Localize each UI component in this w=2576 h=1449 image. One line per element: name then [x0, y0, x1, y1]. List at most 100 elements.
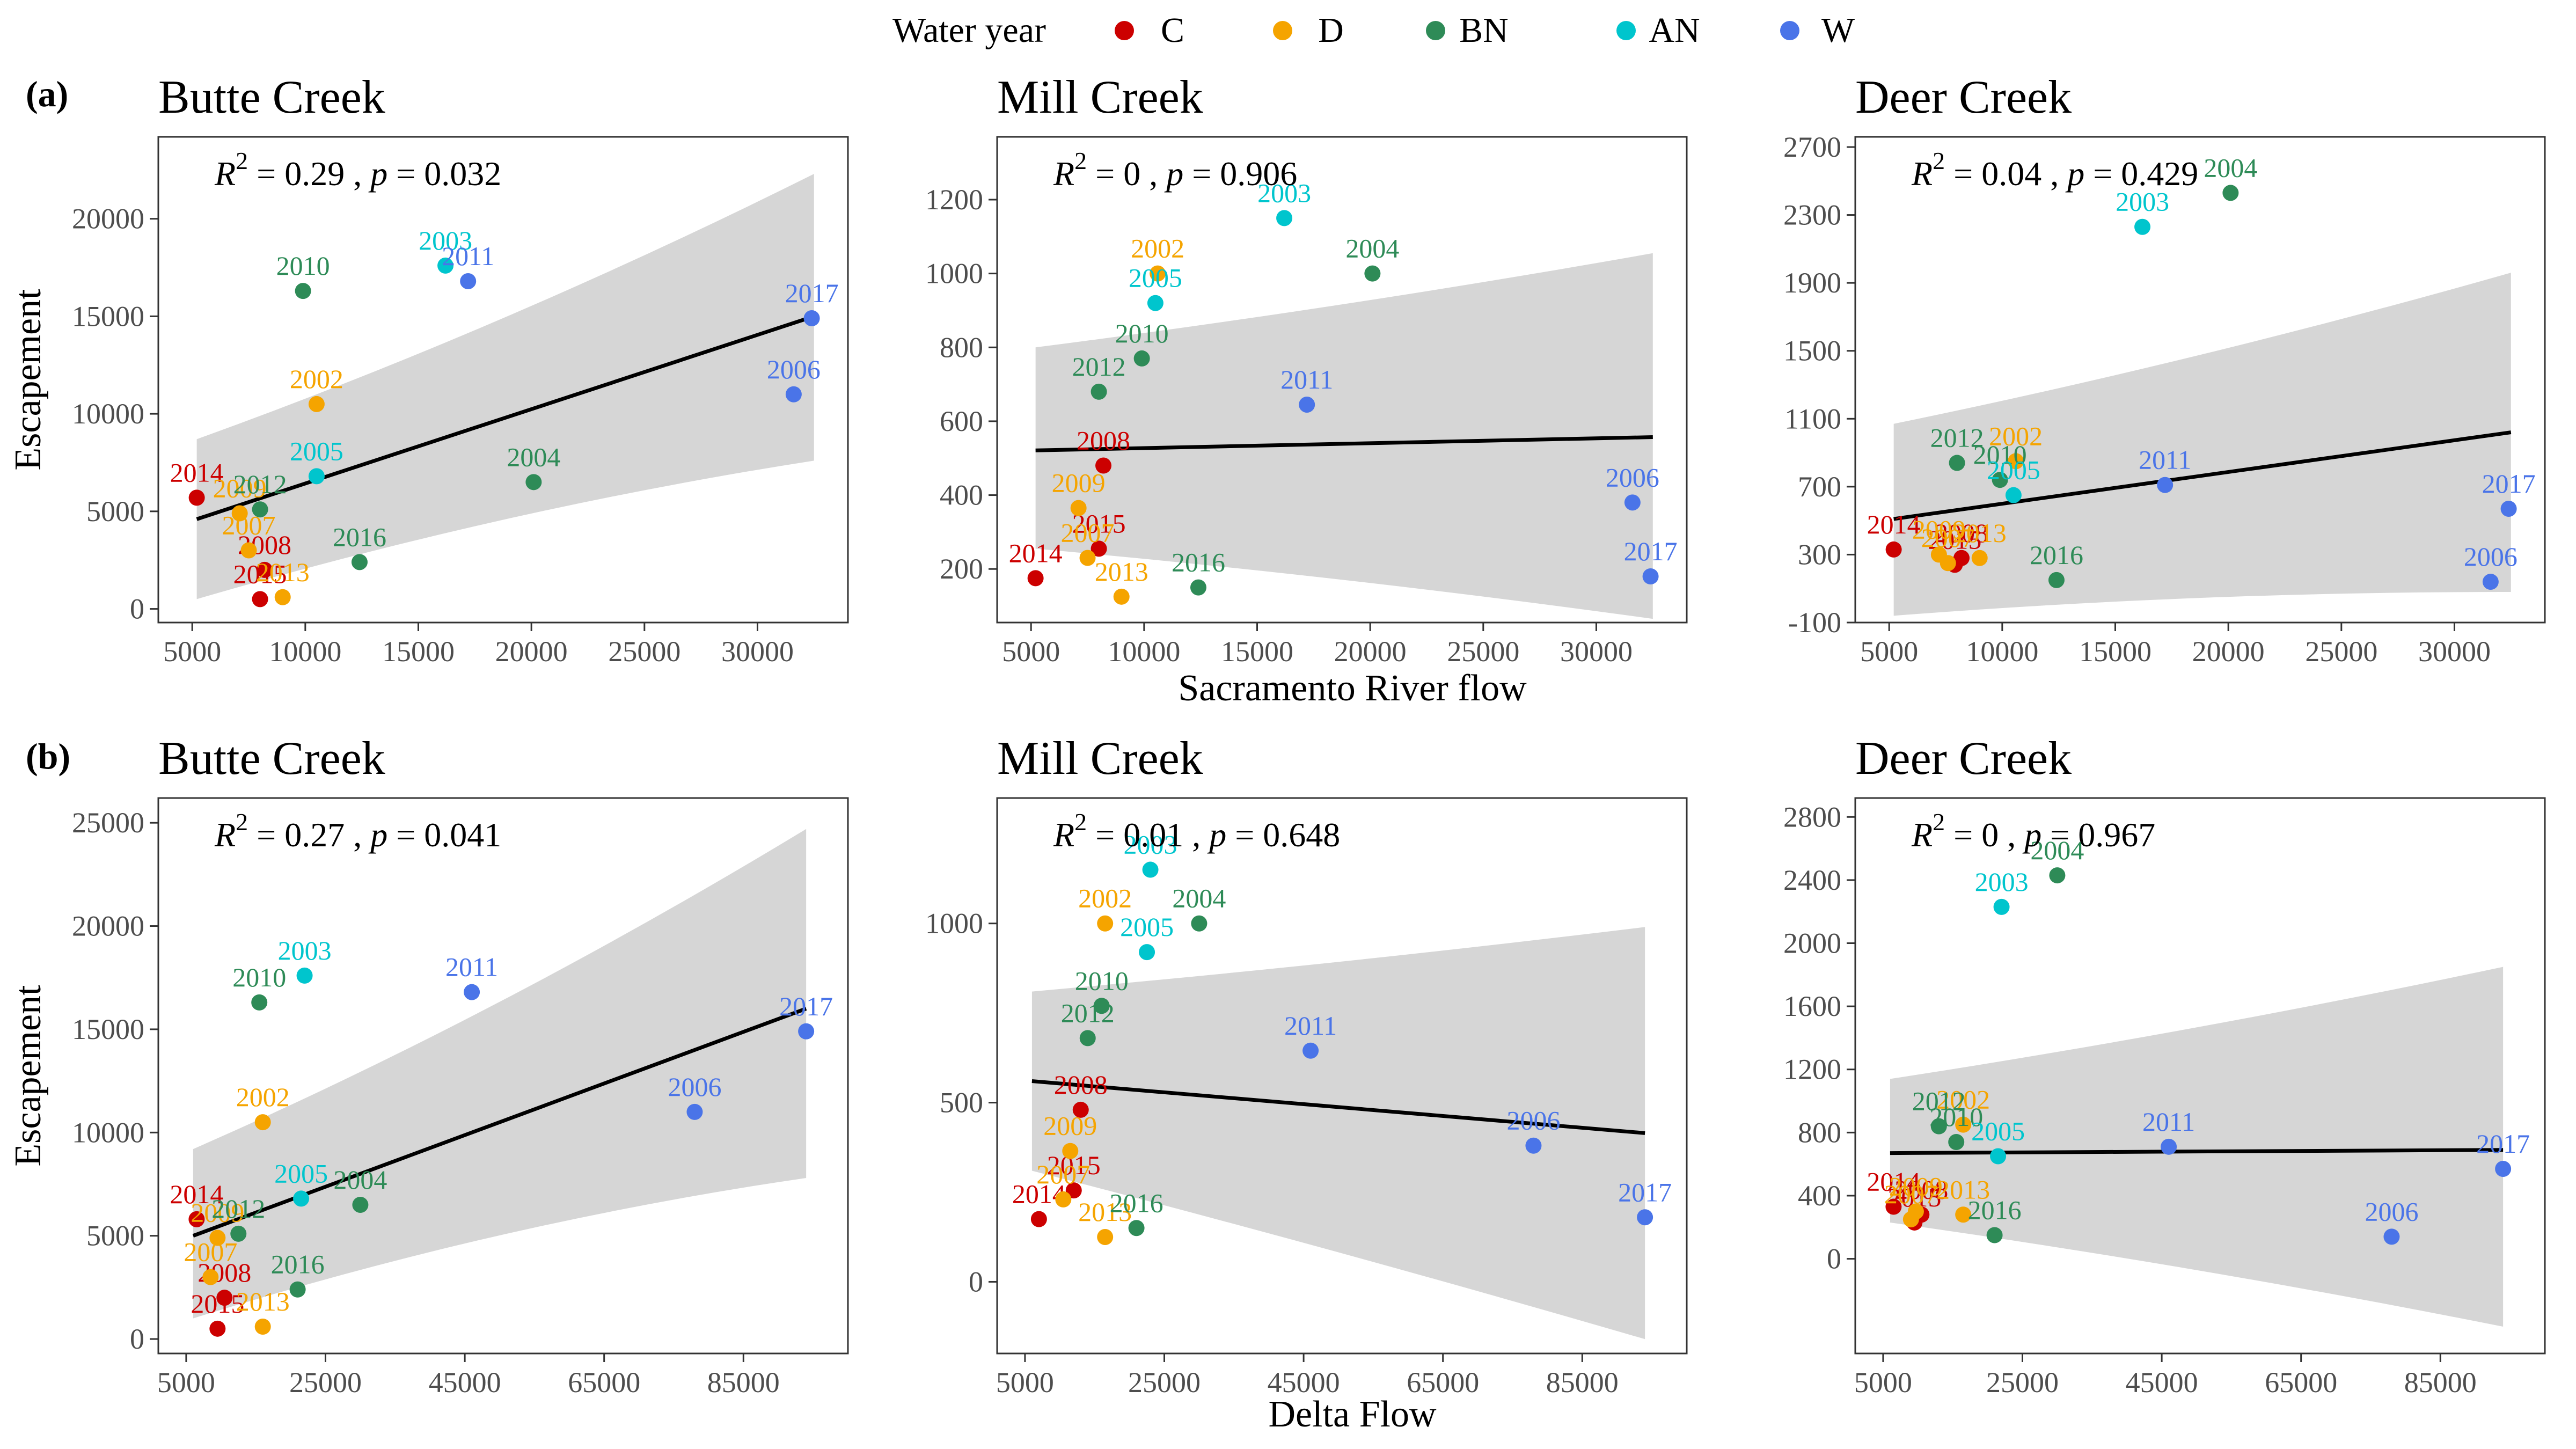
- y-tick-label: 20000: [72, 910, 144, 942]
- point-label-2013: 2013: [256, 557, 310, 587]
- confidence-band: [193, 829, 807, 1319]
- data-point-2003: [437, 257, 454, 274]
- data-point-2005: [308, 468, 325, 485]
- point-label-2009: 2009: [191, 1198, 244, 1228]
- data-point-2014: [1030, 1211, 1047, 1227]
- x-tick-label: 10000: [269, 635, 341, 668]
- legend: Water year C D BN AN W: [892, 11, 1855, 50]
- point-label-2017: 2017: [785, 278, 839, 308]
- x-tick-label: 5000: [1854, 1366, 1912, 1399]
- point-label-2004: 2004: [1172, 883, 1226, 913]
- point-label-2017: 2017: [1618, 1177, 1672, 1207]
- data-point-2012: [252, 501, 268, 518]
- point-label-2006: 2006: [2464, 541, 2518, 572]
- legend-marker-d: [1273, 21, 1292, 40]
- y-tick-label: 1000: [925, 258, 983, 290]
- x-tick-label: 25000: [608, 635, 680, 668]
- regression-line: [1893, 430, 2512, 521]
- panel-butte-creek-a: Butte CreekEscapement2014201520082013200…: [8, 71, 849, 668]
- panel-deer-creek-b: Deer Creek201420152008201320072009200220…: [1783, 733, 2546, 1399]
- data-point-2016: [351, 554, 368, 570]
- point-label-2014: 2014: [170, 1179, 223, 1209]
- point-label-2014: 2014: [1867, 1167, 1920, 1197]
- x-tick-label: 85000: [2404, 1366, 2477, 1399]
- data-point-2011: [2157, 477, 2174, 493]
- panel-title: Butte Creek: [158, 71, 385, 123]
- regression-line: [1031, 1079, 1645, 1135]
- data-point-2005: [1990, 1148, 2007, 1165]
- panel-title: Butte Creek: [158, 733, 385, 785]
- point-label-2011: 2011: [1284, 1011, 1337, 1041]
- y-tick-label: 0: [1827, 1243, 1841, 1275]
- row-tag-b: (b): [26, 736, 70, 777]
- data-point-2005: [1147, 295, 1163, 311]
- data-point-2009: [1062, 1143, 1079, 1159]
- plot-area: 2014201520082013200720092002201220162010…: [170, 174, 839, 608]
- y-axis-title: Escapement: [8, 985, 49, 1167]
- y-tick-label: 2300: [1783, 199, 1841, 231]
- legend-label-d: D: [1318, 11, 1344, 50]
- confidence-band: [1893, 273, 2511, 616]
- y-tick-label: 1600: [1783, 990, 1841, 1022]
- data-point-2009: [1907, 1203, 1924, 1220]
- data-point-2010: [1133, 350, 1150, 367]
- point-label-2006: 2006: [668, 1072, 721, 1102]
- data-point-2012: [1930, 1118, 1947, 1135]
- data-point-2006: [2383, 1228, 2400, 1245]
- panel-frame: [157, 136, 849, 624]
- panel-frame: [157, 797, 849, 1355]
- y-tick-label: 15000: [72, 300, 144, 332]
- data-point-2010: [1992, 472, 2008, 488]
- y-tick-label: 10000: [72, 1116, 144, 1148]
- y-tick-label: 10000: [72, 398, 144, 430]
- point-label-2017: 2017: [1624, 536, 1678, 566]
- data-point-2011: [460, 273, 477, 289]
- data-point-2010: [1093, 998, 1110, 1014]
- y-tick-label: 200: [940, 553, 983, 585]
- y-tick-label: 700: [1798, 471, 1841, 503]
- data-point-2016: [2048, 572, 2065, 588]
- point-label-2017: 2017: [2482, 469, 2536, 499]
- plot-area: 2014201520082013200720092002201220102016…: [1867, 152, 2536, 616]
- data-point-2012: [1949, 455, 1965, 471]
- point-label-2007: 2007: [1884, 1179, 1938, 1209]
- data-point-2004: [1364, 265, 1381, 282]
- point-label-2010: 2010: [1115, 318, 1169, 348]
- point-label-2003: 2003: [278, 935, 332, 965]
- x-tick-label: 25000: [289, 1366, 362, 1399]
- point-label-2016: 2016: [271, 1249, 325, 1279]
- data-point-2007: [240, 542, 257, 559]
- data-point-2014: [188, 489, 205, 506]
- stats-annotation: R2 = 0 , p = 0.967: [1911, 808, 2155, 854]
- y-tick-label: 600: [940, 405, 983, 437]
- panel-title: Deer Creek: [1855, 733, 2072, 785]
- point-label-2010: 2010: [1973, 440, 2027, 470]
- data-point-2016: [1128, 1220, 1145, 1236]
- stats-annotation: R2 = 0 , p = 0.906: [1053, 147, 1297, 193]
- point-label-2016: 2016: [2030, 540, 2083, 570]
- legend-title: Water year: [892, 11, 1046, 50]
- x-tick-label: 30000: [1560, 635, 1633, 668]
- panels: Butte CreekEscapement2014201520082013200…: [8, 71, 2546, 1399]
- x-axis-title-top: Sacramento River flow: [1178, 668, 1527, 709]
- point-label-2005: 2005: [1120, 912, 1174, 942]
- data-point-2015: [252, 591, 268, 608]
- point-label-2004: 2004: [1345, 233, 1399, 264]
- data-point-2008: [257, 561, 273, 578]
- data-point-2011: [1299, 396, 1315, 413]
- y-tick-label: 400: [1798, 1180, 1841, 1212]
- data-point-2017: [1642, 568, 1659, 584]
- point-label-2004: 2004: [507, 442, 560, 472]
- confidence-band: [196, 174, 814, 599]
- point-label-2009: 2009: [213, 473, 267, 503]
- data-point-2003: [1993, 898, 2010, 915]
- point-label-2002: 2002: [1989, 421, 2043, 451]
- data-point-2013: [274, 589, 291, 605]
- point-label-2016: 2016: [1172, 547, 1225, 577]
- point-label-2011: 2011: [2142, 1107, 2195, 1137]
- regression-line: [196, 314, 815, 521]
- point-label-2016: 2016: [1968, 1195, 2022, 1225]
- point-label-2007: 2007: [222, 510, 276, 540]
- x-tick-label: 5000: [1860, 635, 1918, 668]
- data-point-2016: [1986, 1227, 2003, 1243]
